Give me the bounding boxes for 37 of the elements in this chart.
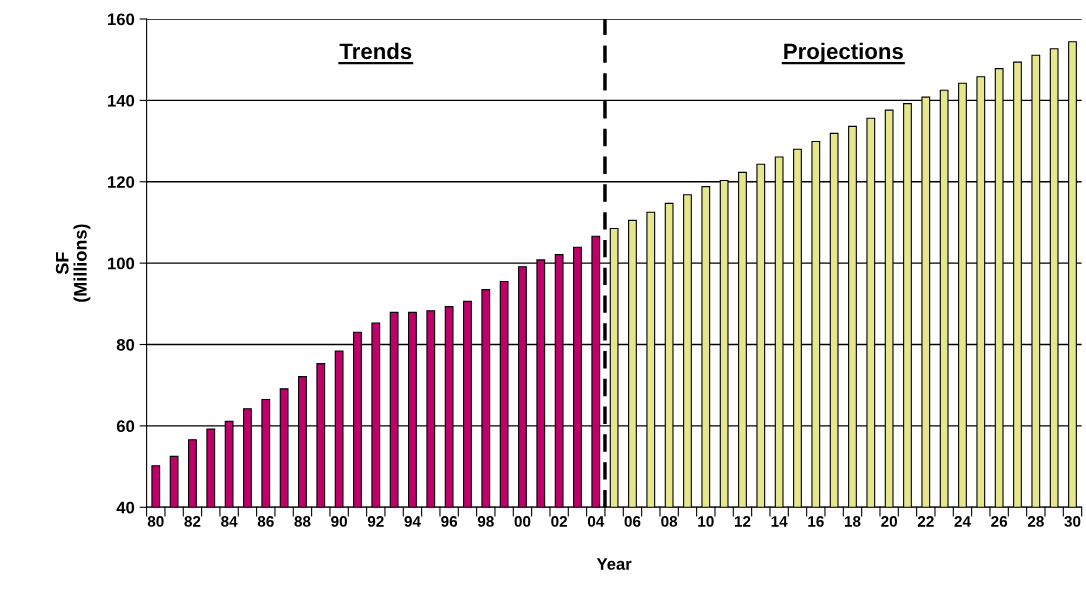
x-tick-label: 20	[881, 516, 898, 527]
x-tick-label: 24	[954, 516, 971, 527]
y-tick-label: 60	[116, 420, 135, 433]
y-tick-label: 140	[108, 94, 135, 107]
x-tick-label: 86	[257, 516, 274, 527]
x-tick-label: 90	[331, 516, 347, 527]
x-tick-label: 10	[698, 516, 714, 527]
x-tick-label: 82	[184, 516, 201, 527]
y-tick-label: 80	[116, 338, 135, 351]
x-tick-label: 22	[917, 516, 934, 527]
y-tick-label: 100	[108, 257, 135, 270]
x-tick-label: 08	[661, 516, 678, 527]
x-tick-label: 94	[404, 516, 421, 527]
x-tick-label: 30	[1064, 516, 1081, 527]
x-tick-label: 98	[477, 516, 494, 527]
x-tick-label: 00	[514, 516, 531, 527]
x-tick-label: 12	[734, 516, 751, 527]
x-tick-label: 26	[991, 516, 1008, 527]
x-axis-title: Year	[596, 558, 632, 570]
x-tick-label: 28	[1027, 516, 1044, 527]
x-tick-label: 16	[808, 516, 824, 527]
x-tick-label: 88	[294, 516, 311, 527]
x-tick-label: 80	[147, 516, 164, 527]
y-axis-title: SF (Millions)	[55, 224, 91, 302]
x-tick-label: 06	[624, 516, 641, 527]
annotation: Trends	[339, 42, 412, 60]
y-tick-label: 40	[116, 501, 135, 514]
x-tick-label: 84	[221, 516, 238, 527]
x-tick-label: 04	[587, 516, 605, 527]
x-tick-label: 18	[844, 516, 861, 527]
x-tick-label: 02	[551, 516, 568, 527]
x-tick-label: 96	[441, 516, 458, 527]
y-tick-label: 120	[108, 176, 135, 188]
x-tick-label: 92	[367, 516, 384, 527]
x-tick-label: 14	[771, 516, 788, 527]
annotation: Projections	[784, 42, 903, 64]
y-tick-label: 160	[108, 13, 135, 26]
